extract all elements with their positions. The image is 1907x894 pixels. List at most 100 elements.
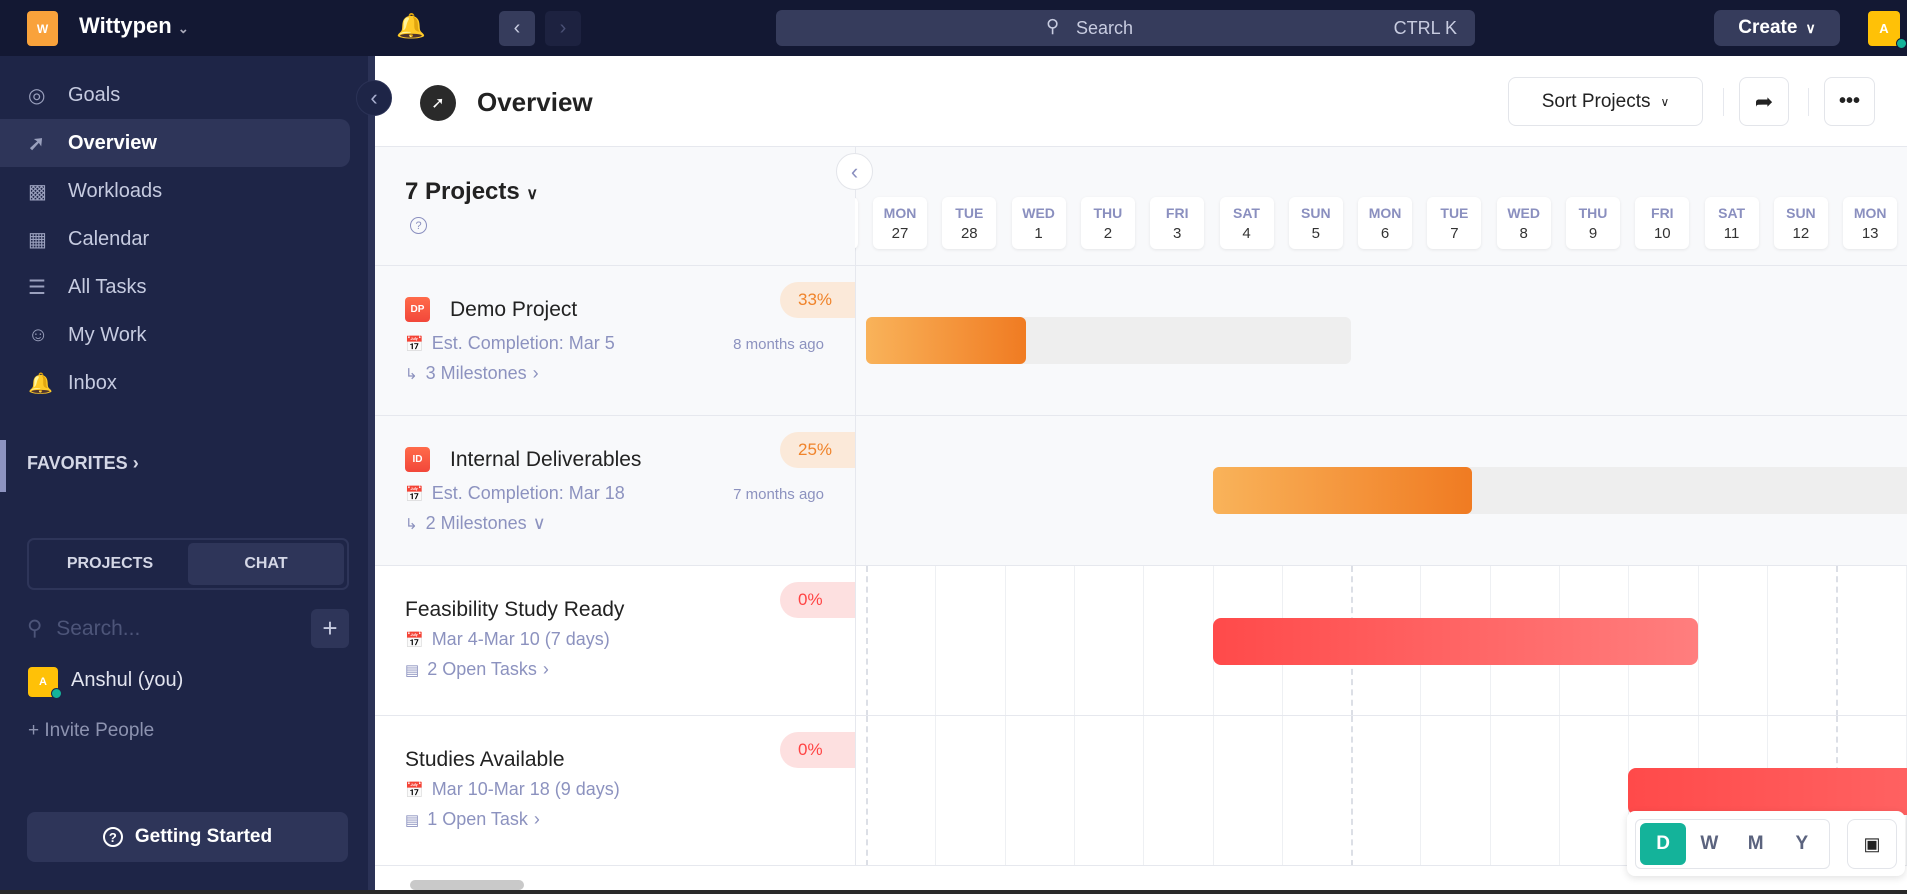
horizontal-scrollbar[interactable] (410, 880, 524, 890)
day-number: 7 (1450, 225, 1459, 242)
open-tasks-link[interactable]: ▤ 2 Open Tasks › (405, 659, 549, 680)
workspace-switcher[interactable]: Wittypen ⌄ (79, 13, 189, 39)
day-header: MON 27 (873, 197, 927, 249)
favorites-toggle[interactable]: FAVORITES › (27, 453, 139, 474)
day-name: MON (883, 205, 917, 221)
favorites-marker (0, 440, 6, 492)
day-headers: MON 27 TUE 28 WED 1 THU 2 FRI 3 SAT 4 SUN 5 MON 6 TUE 7 WE… (855, 147, 1907, 265)
online-status-dot (1896, 38, 1907, 49)
user-avatar[interactable]: A (1868, 11, 1900, 46)
top-bar: W Wittypen ⌄ 🔔 ‹ › ⚲ Search CTRL K Creat… (0, 0, 1907, 56)
day-header: MON 6 (1358, 197, 1413, 249)
milestones-toggle[interactable]: ↳ 2 Milestones ∨ (405, 513, 546, 534)
sidebar-item-label: Goals (68, 83, 121, 106)
projects-count: 7 Projects (405, 178, 520, 205)
project-name[interactable]: Demo Project (450, 298, 578, 321)
sidebar-item-overview[interactable]: ➚ Overview (0, 119, 350, 167)
day-number: 9 (1588, 225, 1598, 242)
grid-line (1004, 566, 1006, 715)
sidebar-item-goals[interactable]: ◎ Goals (0, 71, 350, 119)
grid-line (1420, 716, 1422, 865)
sidebar-item-label: My Work (68, 323, 147, 346)
create-button[interactable]: Create ∨ (1714, 10, 1840, 46)
view-m-button[interactable]: M (1747, 833, 1764, 854)
milestone-timeline-bar[interactable] (1628, 768, 1907, 815)
updated-time: 7 months ago (733, 486, 824, 503)
progress-badge: 0% (780, 732, 855, 768)
progress-badge: 0% (780, 582, 855, 618)
milestones-toggle[interactable]: ↳ 3 Milestones › (405, 363, 539, 384)
share-button[interactable]: ➦ (1739, 77, 1789, 126)
chevron-down-icon: ∨ (532, 513, 546, 533)
grid-line (1489, 716, 1491, 865)
more-options-button[interactable]: ••• (1824, 77, 1875, 126)
sidebar-item-inbox[interactable]: 🔔 Inbox (0, 359, 350, 407)
collapse-panel-button[interactable]: ‹ (836, 153, 873, 190)
view-d-button[interactable]: D (1640, 823, 1687, 865)
sort-projects-button[interactable]: Sort Projects ∨ (1508, 77, 1703, 126)
sidebar-item-workloads[interactable]: ▩ Workloads (0, 167, 350, 215)
project-name[interactable]: Internal Deliverables (450, 448, 642, 471)
day-name: THU (1093, 205, 1123, 221)
week-divider (1351, 716, 1354, 865)
row-link-text: 1 Open Task (427, 809, 528, 829)
row-date: 📅 Mar 4-Mar 10 (7 days) (405, 629, 610, 650)
tab-chat[interactable]: CHAT (188, 543, 344, 585)
grid-line (1143, 566, 1145, 715)
help-icon[interactable]: ? (410, 217, 427, 234)
day-header: WED 1 (1011, 197, 1066, 249)
day-header: FRI 3 (1150, 197, 1205, 249)
workspace-logo[interactable]: W (27, 11, 58, 46)
day-number: 28 (960, 225, 978, 242)
projects-count-dropdown[interactable]: 7 Projects ∨ (405, 178, 538, 206)
project-progress-fill (1212, 467, 1473, 514)
back-button[interactable]: ‹ (499, 11, 535, 46)
fullscreen-button[interactable]: ▣ (1847, 819, 1897, 869)
open-tasks-link[interactable]: ▤ 1 Open Task › (405, 809, 540, 830)
sidebar-item-my-work[interactable]: ☺ My Work (0, 311, 350, 359)
chat-user[interactable]: Anshul (you) (71, 669, 184, 691)
progress-badge: 25% (780, 432, 855, 468)
grid-line (1905, 566, 1907, 715)
week-divider (866, 716, 868, 865)
project-row: ID Internal Deliverables 📅 Est. Completion:… (375, 416, 1907, 566)
collapse-sidebar-button[interactable]: ‹ (356, 80, 392, 116)
grid-line (935, 716, 937, 865)
milestone-name[interactable]: Studies Available (405, 748, 565, 771)
add-chat-button[interactable]: + (311, 609, 349, 648)
search-bar[interactable]: ⚲ Search CTRL K (776, 10, 1475, 46)
sidebar-item-all-tasks[interactable]: ☰ All Tasks (0, 263, 350, 311)
day-header-partial (855, 197, 858, 249)
day-header: FRI 10 (1635, 197, 1690, 249)
view-w-button[interactable]: W (1700, 833, 1719, 854)
milestone-name[interactable]: Feasibility Study Ready (405, 598, 625, 621)
day-header: SAT 11 (1704, 197, 1759, 249)
compass-icon: ➚ (420, 85, 456, 121)
forward-button[interactable]: › (545, 11, 581, 46)
invite-people-link[interactable]: + Invite People (28, 720, 155, 741)
chat-search[interactable]: ⚲ Search... (27, 616, 297, 646)
row-date: 📅 Est. Completion: Mar 18 (405, 483, 625, 504)
day-name: FRI (1165, 205, 1189, 221)
day-header: TUE 28 (942, 197, 997, 249)
search-placeholder: Search (1076, 18, 1134, 38)
calendar-icon: 📅 (405, 782, 424, 799)
view-y-button[interactable]: Y (1795, 833, 1809, 854)
milestone-timeline-bar[interactable] (1212, 618, 1698, 665)
row-date: 📅 Est. Completion: Mar 5 (405, 333, 615, 354)
date-text: Mar 10-Mar 18 (9 days) (431, 779, 620, 799)
row-link-text: 2 Milestones (425, 513, 527, 533)
day-name: FRI (1651, 205, 1674, 221)
day-number: 6 (1380, 225, 1390, 242)
sidebar-item-calendar[interactable]: ▦ Calendar (0, 215, 350, 263)
more-icon: ••• (1838, 90, 1860, 112)
getting-started-button[interactable]: ? Getting Started (27, 812, 348, 862)
bell-icon[interactable]: 🔔 (396, 13, 426, 40)
compass-icon: ➚ (28, 132, 45, 155)
day-header: THU 2 (1080, 197, 1135, 249)
grid-line (1281, 716, 1283, 865)
day-name: WED (1507, 205, 1541, 221)
tab-projects[interactable]: PROJECTS (66, 555, 154, 572)
